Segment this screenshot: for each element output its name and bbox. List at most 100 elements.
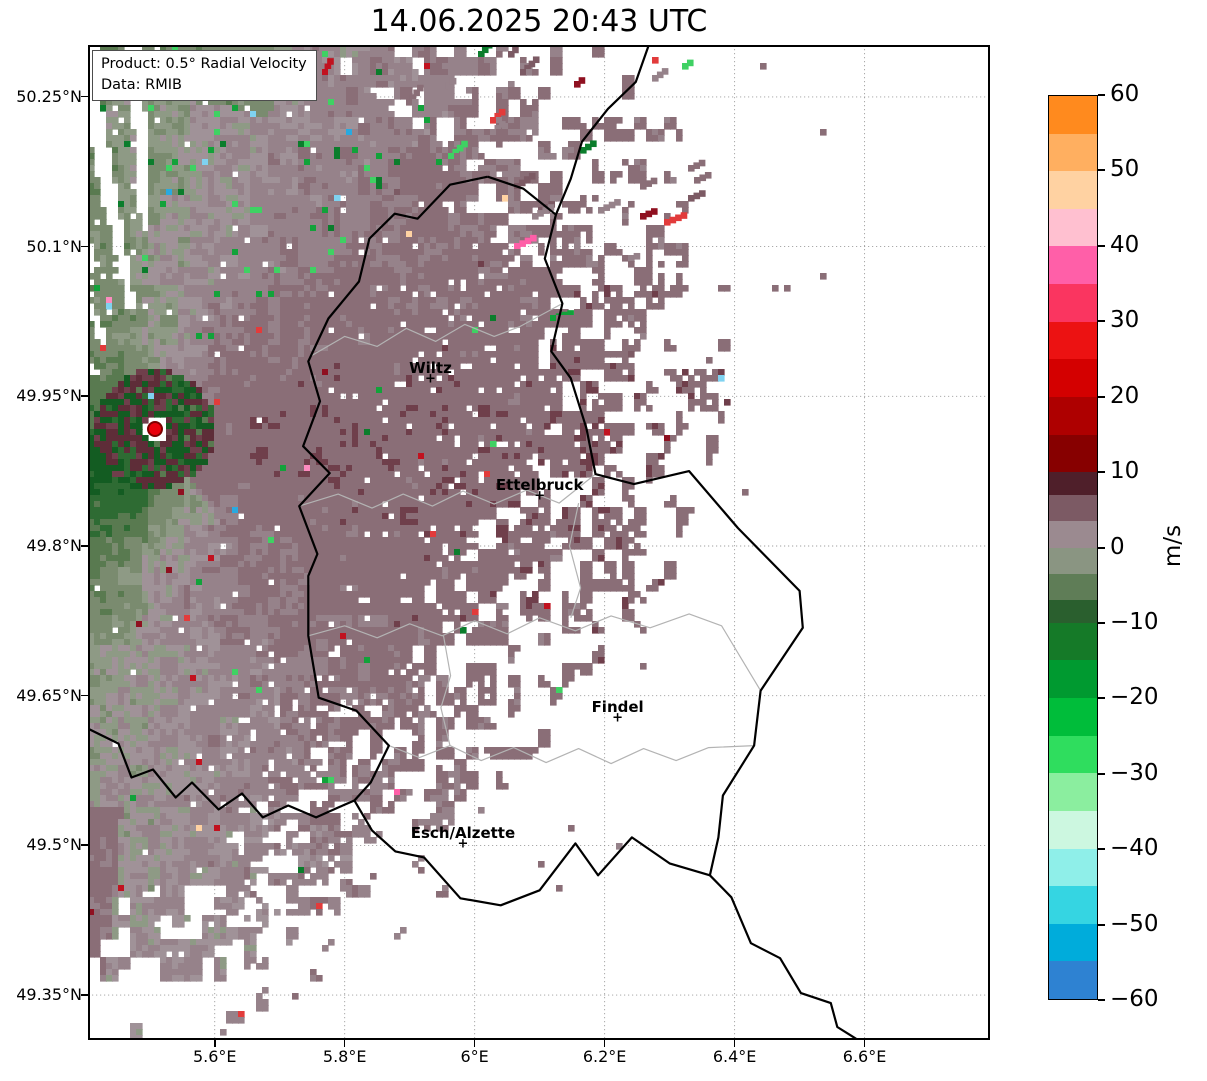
y-tick-label: 49.65°N	[16, 685, 82, 705]
colorbar-unit-label: m/s	[1160, 524, 1187, 568]
colorbar-tick-mark	[1098, 244, 1105, 247]
x-tick-label: 6°E	[460, 1047, 489, 1066]
x-tick-mark	[863, 1040, 866, 1047]
map-plot-area: Wiltz + Ettelbruck + Findel + Esch/Alzette + Pr…	[88, 45, 990, 1040]
colorbar-segment	[1049, 573, 1097, 601]
country-border	[88, 727, 355, 819]
figure-title: 14.06.2025 20:43 UTC	[370, 4, 708, 39]
colorbar-segment	[1049, 396, 1097, 436]
colorbar-tick-label: 40	[1110, 231, 1140, 258]
city-label: Ettelbruck	[495, 476, 584, 495]
y-tick-label: 50.25°N	[16, 86, 82, 106]
product-info-box: Product: 0.5° Radial Velocity Data: RMIB	[92, 50, 317, 102]
district-border	[299, 473, 596, 509]
data-source-label: Data: RMIB	[101, 77, 182, 94]
colorbar-tick-label: −60	[1110, 986, 1159, 1012]
country-border	[554, 45, 650, 216]
colorbar-segment	[1049, 284, 1097, 323]
city-label: Wiltz	[409, 359, 452, 378]
colorbar-segment	[1049, 660, 1097, 699]
colorbar-segment	[1049, 359, 1097, 398]
colorbar-segment	[1049, 96, 1097, 135]
colorbar-segment	[1049, 886, 1097, 925]
country-borders	[88, 45, 990, 1040]
plot-frame	[88, 45, 990, 1040]
x-tick-label: 5.6°E	[192, 1047, 237, 1066]
colorbar-segment	[1049, 923, 1097, 962]
colorbar-segment	[1049, 472, 1097, 496]
colorbar-tick-label: 20	[1110, 382, 1140, 409]
y-tick-mark	[81, 245, 88, 248]
district-border	[388, 745, 755, 765]
radar-velocity-field	[88, 45, 990, 1040]
colorbar-tick-label: −40	[1110, 835, 1159, 862]
x-tick-mark	[733, 1040, 736, 1047]
colorbar-tick-mark	[1098, 320, 1105, 323]
colorbar-segment	[1049, 494, 1097, 522]
colorbar-tick-label: 0	[1110, 533, 1125, 560]
country-border	[709, 874, 859, 1040]
colorbar-segment	[1049, 600, 1097, 624]
colorbar-tick-label: −10	[1110, 608, 1159, 635]
colorbar-tick-mark	[1098, 621, 1105, 624]
colorbar-tick-label: 50	[1110, 156, 1140, 183]
product-label: Product: 0.5° Radial Velocity	[101, 56, 307, 72]
x-tick-label: 5.8°E	[322, 1047, 367, 1066]
colorbar-tick-mark	[1098, 395, 1105, 398]
colorbar-tick-mark	[1098, 471, 1105, 474]
colorbar-segment	[1049, 133, 1097, 172]
colorbar-segment	[1049, 697, 1097, 737]
y-tick-mark	[81, 395, 88, 397]
x-tick-mark	[213, 1040, 216, 1047]
colorbar-segment	[1049, 735, 1097, 774]
colorbar-tick-mark	[1098, 923, 1105, 926]
colorbar-segment	[1049, 208, 1097, 247]
colorbar-segment	[1049, 547, 1097, 575]
y-tick-mark	[81, 694, 88, 697]
colorbar-tick-label: 30	[1110, 307, 1140, 334]
y-tick-mark	[81, 95, 88, 98]
colorbar-tick-label: 60	[1110, 81, 1140, 107]
colorbar-segment	[1049, 521, 1097, 548]
colorbar-segment	[1049, 171, 1097, 210]
city-cross-icon: +	[612, 709, 624, 725]
colorbar-tick-mark	[1098, 999, 1105, 1001]
y-tick-label: 49.8°N	[26, 535, 82, 555]
colorbar-tick-label: −20	[1110, 684, 1159, 711]
city-cross-icon: +	[425, 371, 436, 387]
colorbar	[1048, 95, 1098, 1000]
y-tick-label: 49.35°N	[16, 985, 82, 1005]
colorbar-tick-label: −50	[1110, 910, 1159, 937]
x-tick-label: 6.4°E	[712, 1047, 757, 1066]
colorbar-tick-label: −30	[1110, 759, 1159, 786]
y-tick-mark	[81, 994, 88, 996]
district-border	[308, 613, 762, 692]
colorbar-tick-mark	[1098, 772, 1105, 775]
x-tick-label: 6.2°E	[582, 1047, 627, 1066]
colorbar-tick-mark	[1098, 94, 1105, 96]
district-border	[440, 635, 452, 746]
colorbar-tick-mark	[1098, 848, 1105, 851]
district-border	[309, 302, 563, 357]
colorbar-tick-mark	[1098, 546, 1105, 549]
city-cross-icon: +	[457, 836, 469, 852]
radar-site-marker	[146, 421, 163, 438]
city-label: Findel	[591, 697, 644, 716]
colorbar-segment	[1049, 321, 1097, 360]
colorbar-tick-mark	[1098, 697, 1105, 700]
y-tick-mark	[81, 844, 88, 846]
colorbar-segment	[1049, 848, 1097, 887]
colorbar-segment	[1049, 810, 1097, 849]
x-tick-mark	[603, 1040, 606, 1047]
y-tick-label: 49.5°N	[26, 835, 82, 855]
country-border	[298, 175, 804, 907]
colorbar-segment	[1049, 773, 1097, 812]
x-tick-mark	[473, 1040, 476, 1047]
colorbar-tick-mark	[1098, 169, 1105, 172]
x-tick-label: 6.6°E	[842, 1047, 887, 1066]
colorbar-tick-label: 10	[1110, 458, 1140, 485]
colorbar-segment	[1049, 246, 1097, 285]
city-cross-icon: +	[534, 488, 546, 504]
city-label: Esch/Alzette	[410, 824, 516, 843]
